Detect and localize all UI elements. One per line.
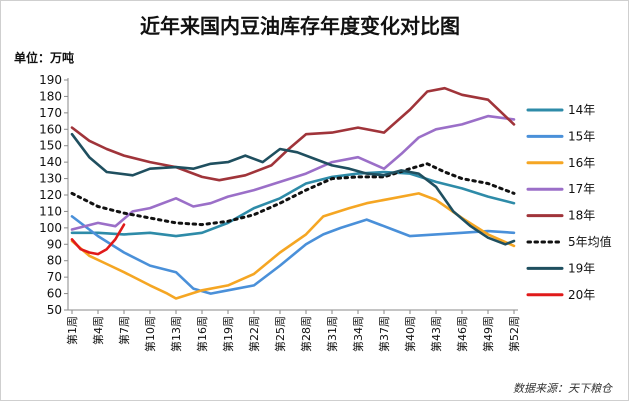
x-tick-label: 第19周 <box>221 316 235 352</box>
y-tick-label: 150 <box>39 139 62 153</box>
legend-label: 18年 <box>568 209 595 223</box>
x-tick-label: 第16周 <box>195 316 209 352</box>
y-tick-label: 190 <box>39 73 62 87</box>
legend-label: 15年 <box>568 129 595 143</box>
y-tick-label: 70 <box>47 270 62 284</box>
axes: 50 60 70 80 90 100 110 120 130 140 150 160 170 180 190… <box>39 73 521 352</box>
legend-label: 14年 <box>568 103 595 117</box>
x-tick-label: 第31周 <box>325 316 339 352</box>
legend-label: 17年 <box>568 182 595 196</box>
series-line-5 <box>70 86 516 182</box>
x-tick-label: 第10周 <box>143 316 157 352</box>
x-tick-label: 第4周 <box>91 316 105 345</box>
y-tick-label: 50 <box>47 303 62 317</box>
x-tick-label: 第13周 <box>169 316 183 352</box>
x-tick-label: 第40周 <box>403 316 417 352</box>
x-tick-label: 第25周 <box>273 316 287 352</box>
legend-label: 20年 <box>568 288 595 302</box>
y-tick-label: 160 <box>39 122 62 136</box>
legend-label: 16年 <box>568 156 595 170</box>
y-tick-label: 120 <box>39 188 62 202</box>
unit-label: 单位：万吨 <box>14 50 74 65</box>
x-tick-label: 第1周 <box>65 316 79 345</box>
series-line-1 <box>70 170 516 238</box>
legend-label: 19年 <box>568 261 595 275</box>
x-tick-label: 第52周 <box>507 316 521 352</box>
y-tick-label: 60 <box>47 287 62 301</box>
x-tick-label: 第43周 <box>429 316 443 352</box>
legend: 14年 15年 16年 17年 18年 5年均值 19年 20年 <box>526 103 612 302</box>
series-line-6 <box>70 162 516 227</box>
series-layer <box>70 86 516 300</box>
legend-label: 5年均值 <box>568 234 612 249</box>
y-tick-label: 100 <box>39 221 62 235</box>
series-line-7 <box>70 132 516 246</box>
source-note: 数据来源：天下粮仓 <box>513 382 613 395</box>
y-tick-label: 80 <box>47 254 62 268</box>
x-tick-label: 第46周 <box>455 316 469 352</box>
y-tick-label: 170 <box>39 106 62 120</box>
y-tick-label: 130 <box>39 172 62 186</box>
x-tick-label: 第34周 <box>351 316 365 352</box>
series-line-2 <box>70 215 516 295</box>
x-tick-label: 第37周 <box>377 316 391 352</box>
series-line-4 <box>70 114 516 231</box>
y-tick-label: 180 <box>39 89 62 103</box>
chart-title: 近年来国内豆油库存年度变化对比图 <box>140 14 460 38</box>
x-tick-label: 第22周 <box>247 316 261 352</box>
x-tick-label: 第49周 <box>481 316 495 352</box>
y-tick-label: 140 <box>39 155 62 169</box>
series-line-3 <box>70 192 516 300</box>
y-tick-label: 90 <box>47 237 62 251</box>
series-line-8 <box>70 223 126 256</box>
x-tick-label: 第7周 <box>117 316 131 345</box>
y-tick-label: 110 <box>39 204 62 218</box>
x-tick-label: 第28周 <box>299 316 313 352</box>
